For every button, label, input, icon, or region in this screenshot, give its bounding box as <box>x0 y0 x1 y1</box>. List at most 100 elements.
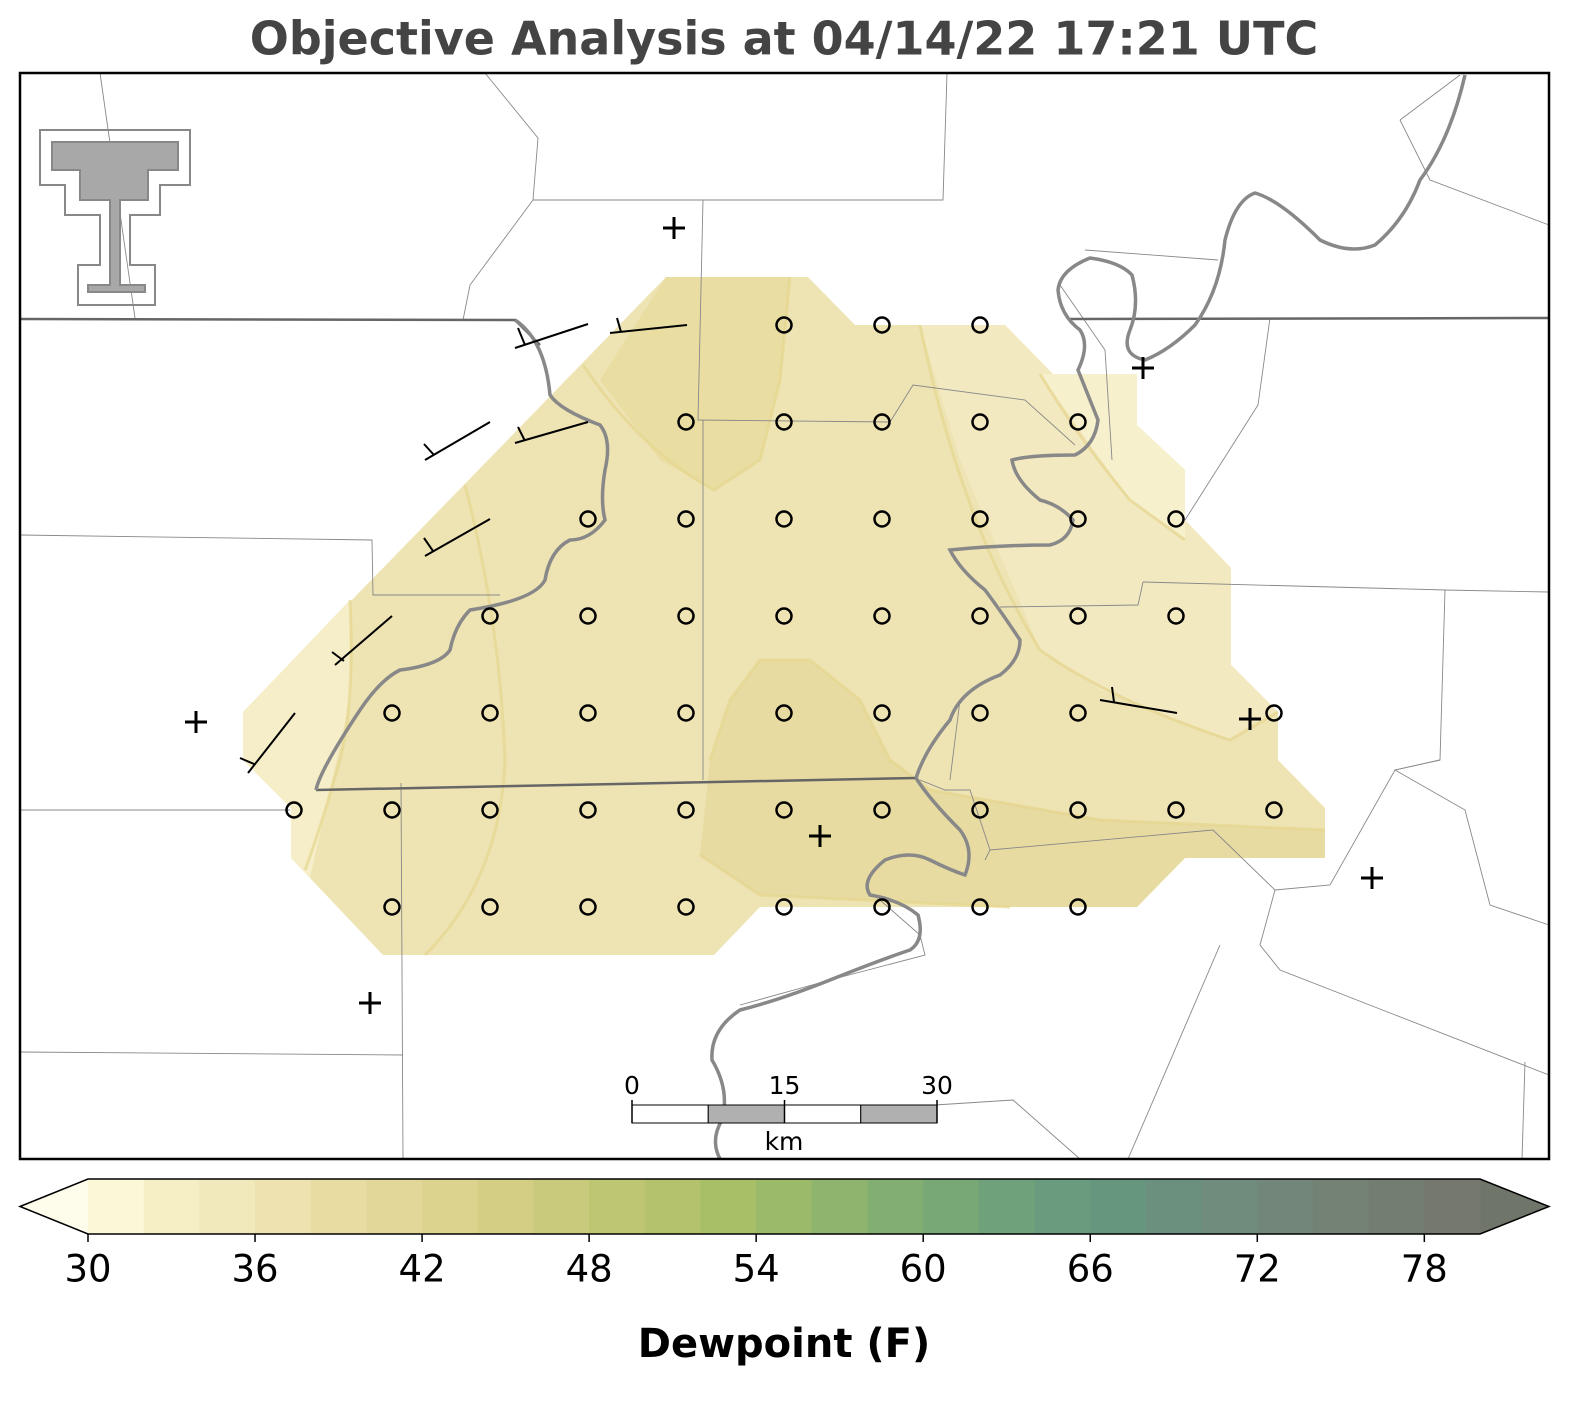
colorbar-band <box>1090 1179 1147 1234</box>
station-plus <box>1132 357 1154 379</box>
station-marker <box>579 510 597 528</box>
colorbar-band <box>811 1179 869 1234</box>
station-marker <box>579 704 597 722</box>
colorbar-band <box>978 1179 1036 1234</box>
station-marker <box>677 413 695 431</box>
station-marker <box>775 704 793 722</box>
colorbar-band <box>366 1179 423 1234</box>
scale-segment <box>860 1104 938 1124</box>
colorbar-tick-label: 48 <box>566 1248 613 1291</box>
station-marker <box>677 607 695 625</box>
colorbar-band <box>310 1179 367 1234</box>
colorbar-band <box>255 1179 312 1234</box>
station-marker <box>677 704 695 722</box>
station-marker <box>1167 801 1185 819</box>
station-marker <box>383 801 401 819</box>
station-marker <box>971 316 989 334</box>
colorbar-tick-label: 78 <box>1401 1248 1448 1291</box>
station-marker <box>677 898 695 916</box>
station-marker <box>1167 607 1185 625</box>
station-marker <box>285 801 303 819</box>
contour-fill <box>600 277 790 490</box>
station-marker <box>775 316 793 334</box>
scale-segment <box>707 1104 785 1124</box>
contour-fill <box>243 600 350 878</box>
station-marker <box>971 607 989 625</box>
colorbar-band <box>923 1179 980 1234</box>
colorbar-extend-max <box>1480 1179 1549 1234</box>
station-plus <box>663 217 685 239</box>
station-marker <box>1265 801 1283 819</box>
station-marker <box>1265 704 1283 722</box>
title: Objective Analysis at 04/14/22 17:21 UTC <box>250 12 1319 66</box>
colorbar-band <box>1145 1179 1203 1234</box>
colorbar-tick-label: 36 <box>231 1248 278 1291</box>
scale-unit: km <box>765 1127 804 1156</box>
colorbar-band <box>756 1179 813 1234</box>
station-plus <box>809 825 831 847</box>
station-marker <box>1069 607 1087 625</box>
station-marker <box>481 704 499 722</box>
colorbar-band <box>477 1179 534 1234</box>
colorbar-band <box>1257 1179 1314 1234</box>
colorbar-band <box>533 1179 590 1234</box>
station-marker <box>579 607 597 625</box>
colorbar-band <box>1201 1179 1258 1234</box>
station-marker <box>481 898 499 916</box>
scale-segment <box>631 1104 709 1124</box>
station-marker <box>775 510 793 528</box>
station-marker <box>579 898 597 916</box>
colorbar-band <box>1368 1179 1425 1234</box>
station-marker <box>677 801 695 819</box>
station-marker <box>1069 413 1087 431</box>
logo <box>39 129 191 306</box>
colorbar-extend-min <box>20 1179 88 1234</box>
station-marker <box>481 607 499 625</box>
station-marker <box>873 510 891 528</box>
scale-tick-label: 30 <box>921 1071 953 1100</box>
colorbar-tick-label: 54 <box>733 1248 780 1291</box>
scale-bar: 0 15 30 km <box>624 1071 953 1156</box>
station-marker <box>873 704 891 722</box>
colorbar-tick-label: 72 <box>1234 1248 1281 1291</box>
station-marker <box>677 510 695 528</box>
colorbar-band <box>644 1179 701 1234</box>
station-marker <box>971 704 989 722</box>
station-marker <box>383 704 401 722</box>
station-marker <box>1069 898 1087 916</box>
station-marker <box>1167 510 1185 528</box>
colorbar-tick-label: 66 <box>1067 1248 1114 1291</box>
map-frame <box>18 71 1551 1161</box>
scale-tick-label: 0 <box>624 1071 640 1100</box>
colorbar-band <box>589 1179 646 1234</box>
colorbar-band <box>422 1179 479 1234</box>
station-plus <box>1239 708 1261 730</box>
colorbar-band <box>1034 1179 1091 1234</box>
colorbar-tick-label: 30 <box>64 1248 111 1291</box>
station-marker <box>775 413 793 431</box>
river <box>314 74 1467 1160</box>
colorbar-tick-label: 60 <box>900 1248 947 1291</box>
station-plus <box>185 711 207 733</box>
station-marker <box>481 801 499 819</box>
station-marker <box>775 898 793 916</box>
scale-segment <box>784 1104 862 1124</box>
station-marker <box>873 801 891 819</box>
colorbar-band <box>700 1179 757 1234</box>
colorbar-band <box>1424 1179 1481 1234</box>
station-marker <box>383 898 401 916</box>
station-marker <box>873 607 891 625</box>
station-plus <box>1361 867 1383 889</box>
station-marker <box>873 898 891 916</box>
station-marker <box>873 316 891 334</box>
colorbar-band <box>143 1179 200 1234</box>
station-marker <box>971 413 989 431</box>
colorbar-band <box>1312 1179 1370 1234</box>
colorbar: 30 36 42 48 54 60 66 72 78 <box>17 1178 1552 1291</box>
station-plus <box>359 992 381 1014</box>
colorbar-tick-label: 42 <box>399 1248 446 1291</box>
station-marker <box>1069 801 1087 819</box>
station-marker <box>1069 704 1087 722</box>
station-marker <box>579 801 597 819</box>
